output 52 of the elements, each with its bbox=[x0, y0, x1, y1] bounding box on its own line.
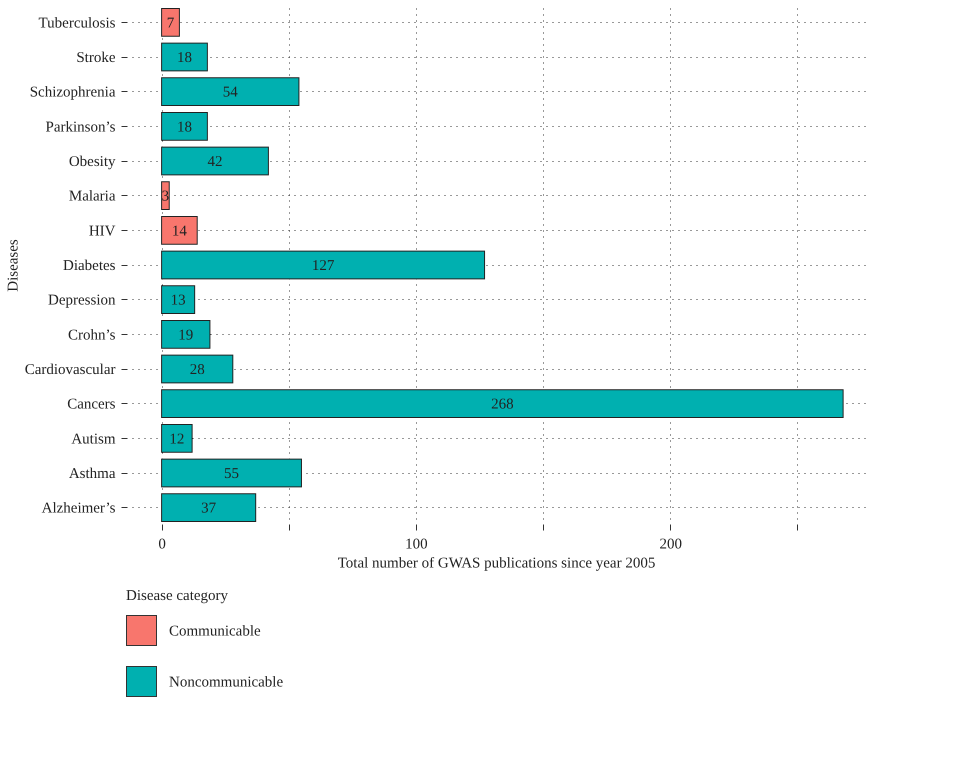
x-tick-label: 0 bbox=[158, 536, 166, 552]
bar bbox=[161, 354, 234, 384]
legend-label: Communicable bbox=[169, 624, 261, 640]
y-tick-label: Schizophrenia bbox=[30, 84, 116, 101]
data-label: 18 bbox=[176, 119, 192, 136]
data-label: 42 bbox=[208, 154, 223, 170]
data-label: 19 bbox=[178, 327, 194, 344]
bar bbox=[161, 112, 208, 141]
data-label: 3 bbox=[162, 188, 170, 205]
y-tick-label: Parkinson’s bbox=[45, 119, 116, 136]
y-tick-label: Crohn’s bbox=[68, 327, 116, 344]
bar bbox=[161, 320, 210, 349]
bar bbox=[161, 493, 256, 522]
bar bbox=[161, 42, 208, 72]
x-tick-label: 100 bbox=[405, 536, 428, 552]
data-label: 13 bbox=[170, 292, 186, 309]
y-tick-label: HIV bbox=[88, 223, 116, 240]
data-label: 7 bbox=[166, 15, 175, 32]
data-label: 127 bbox=[312, 258, 335, 274]
bar bbox=[161, 8, 180, 37]
legend-title: Disease category bbox=[126, 588, 229, 604]
y-tick-label: Depression bbox=[48, 292, 116, 309]
y-tick-label: Malaria bbox=[68, 188, 116, 205]
y-tick-label: Tuberculosis bbox=[38, 15, 116, 32]
bar bbox=[161, 146, 269, 176]
data-label: 55 bbox=[224, 466, 240, 482]
bar bbox=[161, 216, 198, 245]
x-axis-title: Total number of GWAS publications since year 2005 bbox=[338, 556, 656, 572]
y-tick-label: Cardiovascular bbox=[24, 362, 116, 378]
y-tick-label: Alzheimer’s bbox=[42, 500, 116, 517]
legend-label: Noncommunicable bbox=[169, 674, 284, 690]
y-tick-label: Stroke bbox=[76, 50, 116, 66]
data-label: 268 bbox=[491, 396, 514, 413]
x-tick-label: 200 bbox=[659, 536, 682, 552]
y-tick-label: Diabetes bbox=[63, 258, 116, 274]
bar bbox=[161, 250, 486, 280]
data-label: 54 bbox=[222, 84, 238, 101]
bar bbox=[161, 424, 193, 453]
bar bbox=[161, 77, 300, 106]
y-axis-title: Diseases bbox=[6, 239, 22, 292]
y-tick-label: Cancers bbox=[67, 396, 116, 413]
data-label: 14 bbox=[172, 223, 188, 240]
y-tick-label: Asthma bbox=[68, 466, 116, 482]
bar bbox=[161, 389, 844, 418]
y-tick-label: Obesity bbox=[68, 154, 116, 170]
data-label: 28 bbox=[190, 362, 205, 378]
data-label: 12 bbox=[169, 431, 184, 448]
data-label: 18 bbox=[176, 50, 192, 66]
y-tick-label: Autism bbox=[71, 431, 116, 448]
bar bbox=[161, 458, 302, 488]
bar bbox=[161, 285, 196, 314]
data-label: 37 bbox=[201, 500, 217, 517]
